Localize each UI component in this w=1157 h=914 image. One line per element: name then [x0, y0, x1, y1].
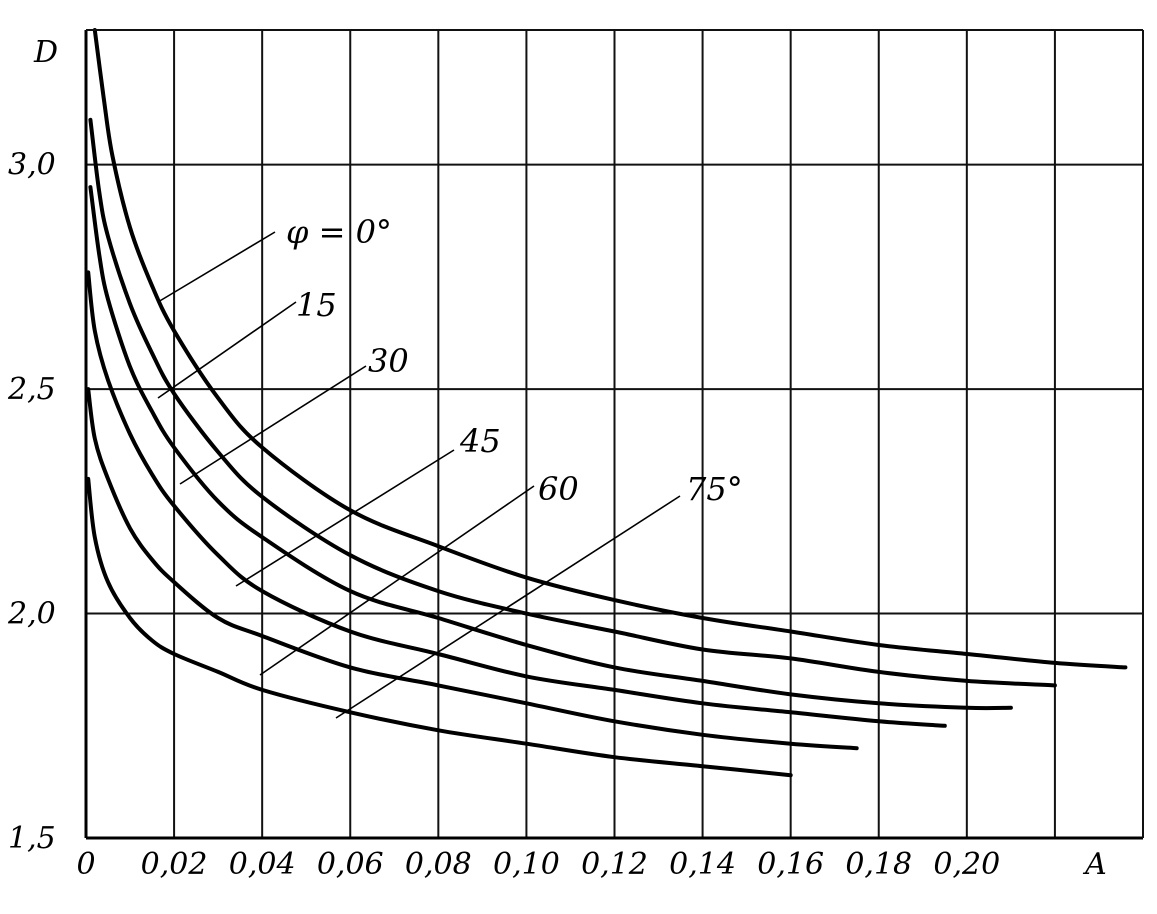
- curve-label-3: 30: [368, 342, 409, 380]
- x-tick-label: 0,10: [493, 847, 560, 882]
- curve-label-leader-6: [335, 495, 681, 719]
- tick-labels: 0 0,02 0,04 0,06 0,08 0,10 0,12 0,14 0,16 0,18 0,2…: [7, 35, 1107, 882]
- curve-label-leaders: [157, 231, 681, 719]
- y-tick-label: 2,5: [7, 372, 56, 407]
- curve-label-leader-4: [235, 449, 455, 587]
- curve-series-1: [92, 28, 1128, 670]
- curve-label-5: 60: [538, 470, 579, 508]
- curve-label-leader-5: [259, 485, 535, 676]
- x-tick-label: 0,02: [141, 847, 208, 882]
- curve-label-6: 75°: [686, 470, 743, 508]
- curve-label-4: 45: [459, 422, 501, 460]
- x-tick-label: 0,14: [669, 847, 736, 882]
- curve-label-1: φ = 0°: [286, 213, 392, 251]
- curves: [86, 28, 1128, 778]
- curve-labels: φ = 0° 15 30 45 60 75°: [286, 213, 743, 508]
- curve-series-6: [86, 476, 793, 778]
- curve-series-3: [88, 185, 1013, 711]
- curve-label-leader-1: [157, 231, 276, 303]
- x-tick-label: 0,20: [933, 847, 1000, 882]
- y-axis-label: D: [33, 35, 58, 70]
- x-tick-label: 0,18: [845, 847, 912, 882]
- curve-series-5: [86, 387, 859, 751]
- y-tick-label: 2,0: [7, 597, 56, 632]
- x-tick-label: 0,08: [405, 847, 472, 882]
- axes: [84, 29, 1144, 840]
- x-tick-label: 0: [76, 847, 95, 882]
- curve-series-2: [88, 117, 1057, 688]
- curve-label-leader-2: [157, 301, 297, 399]
- x-axis-label: A: [1082, 847, 1107, 882]
- x-tick-label: 0,06: [317, 847, 384, 882]
- x-tick-label: 0,12: [581, 847, 648, 882]
- curve-label-leader-3: [179, 365, 367, 485]
- x-tick-label: 0,16: [757, 847, 824, 882]
- x-tick-label: 0,04: [229, 847, 296, 882]
- curve-series-4: [86, 270, 947, 728]
- y-tick-label: 3,0: [8, 148, 56, 183]
- y-tick-label: 1,5: [8, 821, 56, 856]
- grid: [86, 30, 1143, 838]
- curve-label-2: 15: [296, 286, 337, 324]
